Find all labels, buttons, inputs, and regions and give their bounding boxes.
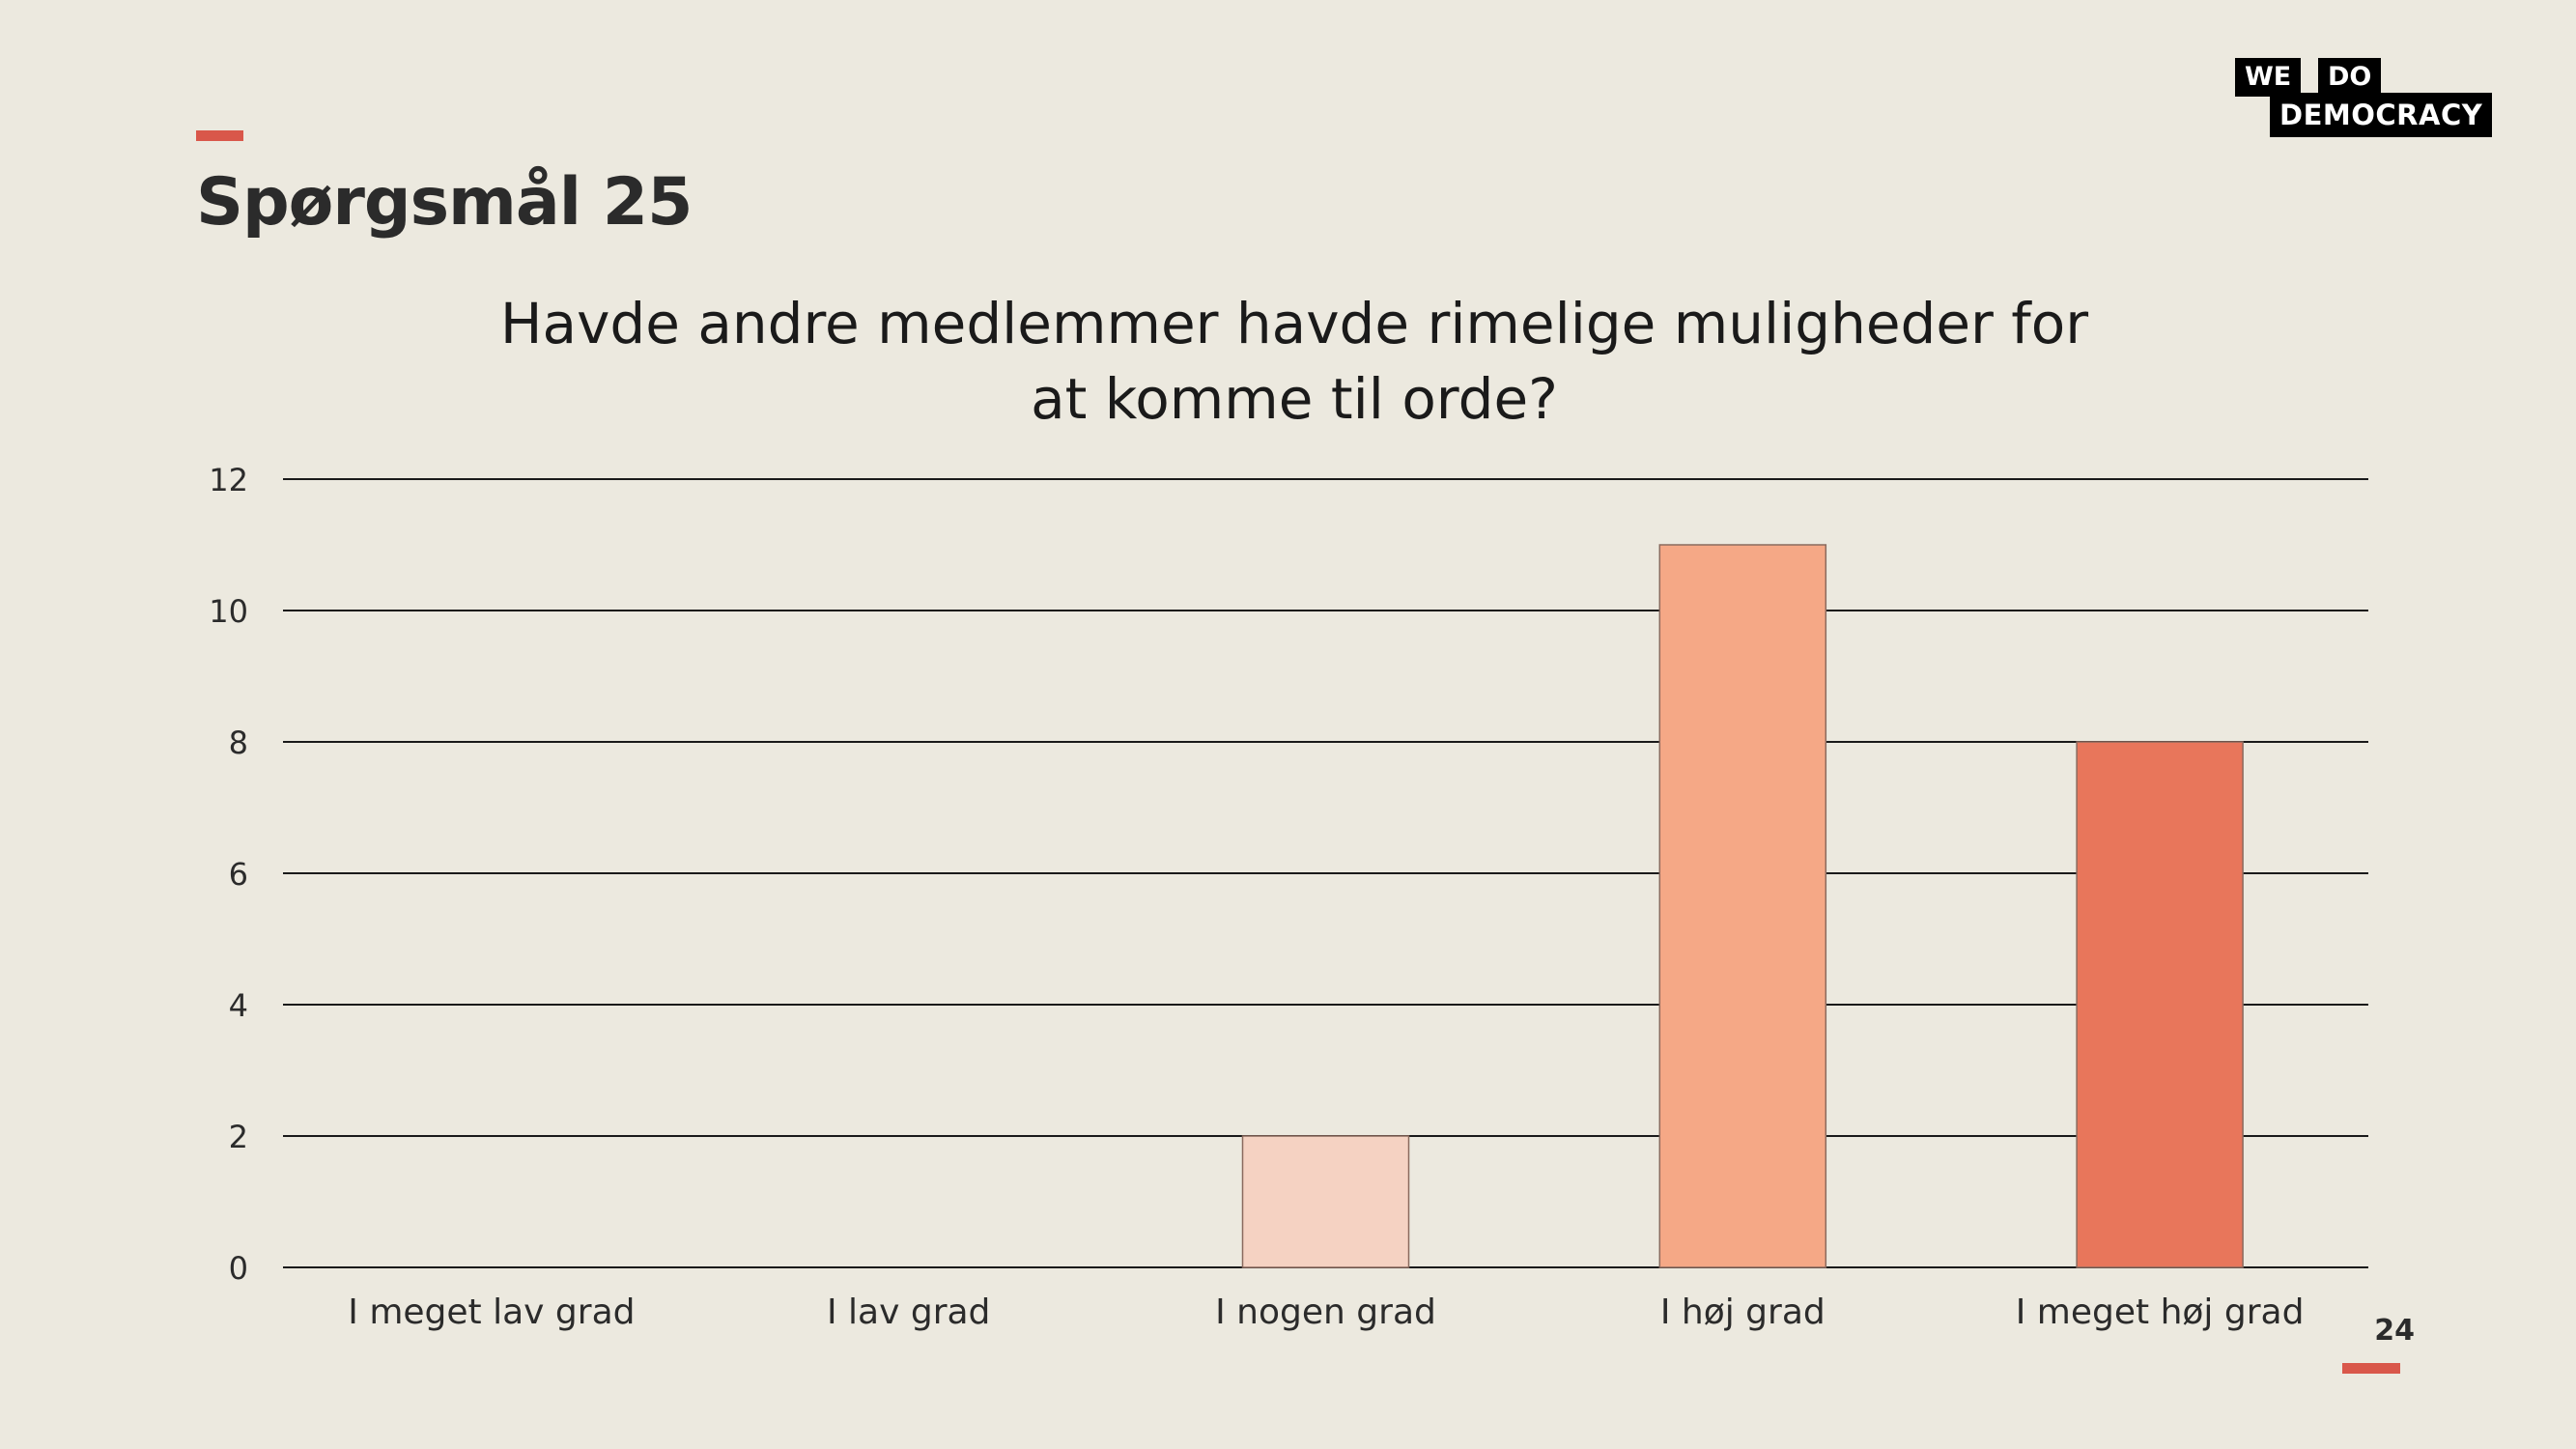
x-category-label: I meget lav grad: [348, 1293, 635, 1332]
logo-word-democracy: DEMOCRACY: [2270, 93, 2493, 137]
x-category-label: I meget høj grad: [2016, 1293, 2305, 1332]
bar: [1241, 1135, 1410, 1268]
y-tick-label: 10: [209, 593, 248, 630]
y-tick-label: 8: [229, 724, 248, 761]
y-tick-label: 0: [229, 1250, 248, 1287]
page-number: 24: [2374, 1314, 2415, 1348]
y-tick-label: 2: [229, 1119, 248, 1155]
y-tick-label: 12: [209, 462, 248, 498]
bar: [2076, 741, 2244, 1268]
y-tick-label: 6: [229, 856, 248, 893]
slide-title: Spørgsmål 25: [196, 164, 693, 241]
title-accent-bar: [196, 130, 243, 141]
page-number-accent-bar: [2342, 1363, 2400, 1374]
x-axis-category-labels: I meget lav grad I lav grad I nogen grad I …: [348, 1293, 2304, 1332]
logo-word-do: DO: [2318, 58, 2382, 97]
chart-title: Havde andre medlemmer havde rimelige mul…: [500, 291, 2088, 432]
we-do-democracy-logo: WE DO DEMOCRACY: [2235, 58, 2501, 137]
chart-title-line: Havde andre medlemmer havde rimelige mul…: [500, 291, 2088, 356]
x-category-label: I høj grad: [1660, 1293, 1826, 1332]
chart-title-line: at komme til orde?: [1031, 366, 1558, 432]
chart-bars: [1241, 544, 2244, 1268]
y-axis-tick-labels: 0 2 4 6 8 10 12: [209, 462, 248, 1287]
bar: [1658, 544, 1827, 1268]
y-tick-label: 4: [229, 987, 248, 1024]
x-category-label: I nogen grad: [1215, 1293, 1436, 1332]
logo-word-we: WE: [2235, 58, 2302, 97]
x-category-label: I lav grad: [827, 1293, 990, 1332]
